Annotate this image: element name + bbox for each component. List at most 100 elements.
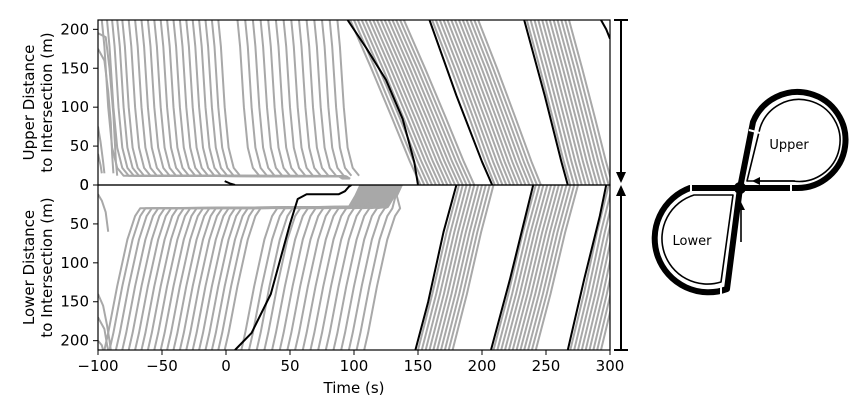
upper-trajectory	[368, 20, 441, 185]
lower-ylabel-line-1: Lower Distance	[20, 210, 38, 325]
lower-trajectory	[530, 185, 576, 350]
range-arrows	[614, 19, 628, 351]
lower-y-tick-label: 100	[60, 254, 89, 272]
upper-trajectory	[372, 20, 445, 185]
lower-trajectory	[98, 316, 110, 350]
lower-trajectory	[159, 185, 372, 350]
x-tick-label: 200	[468, 357, 497, 375]
lower-y-tick-label: 200	[60, 332, 89, 350]
upper-y-tick-label: 100	[60, 98, 89, 116]
upper-trajectory	[525, 20, 572, 185]
lower-trajectory	[178, 185, 376, 350]
upper-trajectory	[438, 20, 504, 185]
lower-trajectory	[240, 185, 385, 350]
lower-trajectory	[511, 185, 556, 350]
upper-trajectory	[116, 20, 350, 180]
x-tick-label: 100	[340, 357, 369, 375]
upper-trajectory	[545, 20, 591, 185]
lower-trajectory	[255, 185, 387, 350]
lower-trajectory	[271, 185, 389, 350]
upper-trajectory	[454, 20, 519, 185]
upper-trajectory	[568, 20, 610, 180]
upper-trajectory	[465, 20, 531, 185]
lower-loop-outer	[651, 185, 743, 296]
lower-loop-label: Lower	[673, 234, 713, 249]
upper-trajectory	[450, 20, 515, 185]
lower-trajectory	[98, 193, 110, 232]
lower-trajectory	[580, 222, 610, 350]
upper-trajectory	[560, 20, 606, 185]
lower-trajectory	[98, 293, 112, 350]
upper-ylabel-line-1: Upper Distance	[20, 45, 38, 161]
lower-highlighted-trajectory	[414, 185, 458, 350]
x-tick-label: −50	[146, 357, 178, 375]
lower-trajectory	[286, 185, 392, 350]
lower-highlighted-trajectory	[234, 185, 352, 350]
lower-trajectory	[515, 185, 560, 350]
direction-arrows	[737, 177, 795, 242]
lower-trajectory	[217, 185, 383, 350]
upper-highlighted-trajectories	[224, 20, 610, 185]
lower-trajectory	[592, 274, 610, 350]
lower-ylabel-line-2: to Intersection (m)	[38, 197, 56, 337]
lower-highlighted-trajectory	[490, 185, 535, 350]
lower-loop-inner	[661, 194, 734, 285]
lower-trajectory	[134, 185, 368, 350]
x-tick-label: 0	[221, 357, 231, 375]
lower-trajectory	[584, 238, 610, 350]
x-tick-label: 150	[404, 357, 433, 375]
upper-y-tick-label: 200	[60, 20, 89, 38]
upper-trajectory	[313, 20, 337, 177]
upper-loop: Upper	[737, 89, 849, 192]
upper-trajectory	[328, 20, 353, 177]
upper-trajectory	[360, 20, 434, 185]
lower-trajectory	[417, 185, 460, 350]
lower-trajectory	[98, 340, 105, 350]
lower-trajectory	[121, 185, 365, 350]
lower-trajectory	[108, 185, 363, 350]
lower-trajectory	[347, 185, 401, 350]
upper-trajectory	[98, 48, 115, 174]
upper-loop-inner	[746, 98, 841, 183]
upper-trajectory	[305, 20, 344, 180]
figure-eight-track: Upper Lower	[651, 89, 849, 296]
lower-trajectory	[424, 185, 468, 350]
upper-range-arrowhead	[616, 172, 626, 183]
upper-trajectory	[473, 20, 538, 185]
upper-trajectory	[548, 20, 595, 185]
upper-y-tick-label: 0	[79, 176, 89, 194]
upper-trajectory	[399, 20, 472, 185]
lower-trajectory	[317, 185, 396, 350]
x-tick-label: −100	[77, 357, 118, 375]
lower-trajectory	[527, 185, 572, 350]
upper-trajectory	[402, 20, 476, 185]
x-tick-label: 50	[280, 357, 299, 375]
upper-highlighted-trajectory	[600, 20, 610, 40]
upper-trajectory	[349, 20, 422, 185]
upper-highlighted-trajectory	[346, 20, 419, 185]
upper-trajectory	[541, 20, 587, 185]
upper-ylabel-line-2: to Intersection (m)	[38, 32, 56, 172]
upper-loop-outer	[737, 89, 849, 192]
y-axis-labels: Upper Distance to Intersection (m) Lower…	[20, 32, 56, 337]
lower-trajectory	[507, 185, 553, 350]
upper-trajectory	[336, 20, 360, 177]
lower-trajectory	[432, 185, 476, 350]
lower-trajectory	[596, 292, 610, 350]
lower-trajectory	[420, 185, 464, 350]
x-axis-label: Time (s)	[323, 379, 385, 397]
upper-y-tick-label: 150	[60, 59, 89, 77]
upper-trajectory	[356, 20, 430, 185]
lower-trajectory	[428, 185, 472, 350]
upper-trajectory	[98, 153, 103, 174]
upper-y-tick-label: 50	[70, 137, 89, 155]
lower-highlighted-trajectory	[566, 185, 608, 350]
upper-trajectory	[446, 20, 512, 185]
lower-trajectory	[523, 185, 568, 350]
lower-trajectory	[451, 185, 495, 350]
lower-y-tick-label: 50	[70, 215, 89, 233]
lower-trajectory	[447, 185, 491, 350]
lower-entry-arrowhead	[737, 202, 745, 210]
